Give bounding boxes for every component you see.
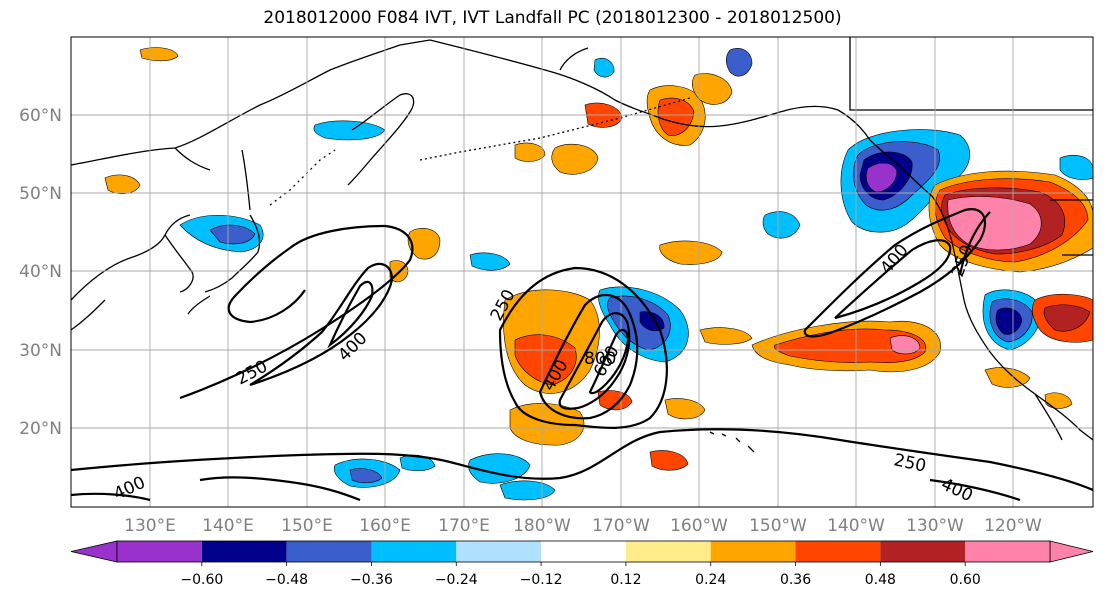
lon-label: 160°E	[359, 516, 411, 536]
lat-label: 60°N	[19, 106, 62, 126]
lon-label: 150°W	[749, 516, 807, 536]
colorbar-extend-left	[70, 540, 118, 563]
lon-label: 180°W	[513, 516, 571, 536]
lon-label: 160°W	[670, 516, 728, 536]
colorbar-tick-label: 0.36	[780, 572, 811, 588]
colorbar-tick-label: −0.36	[350, 572, 393, 588]
lon-label: 150°E	[281, 516, 333, 536]
map-background	[71, 37, 1093, 507]
colorbar-tick-label: −0.12	[520, 572, 563, 588]
lon-label: 170°W	[592, 516, 650, 536]
colorbar-tick-label: −0.60	[180, 572, 223, 588]
lon-label: 140°E	[202, 516, 254, 536]
contour-label: 800	[584, 349, 616, 369]
map-title: 2018012000 F084 IVT, IVT Landfall PC (20…	[263, 8, 842, 28]
colorbar-segment	[710, 541, 796, 562]
colorbar-segment	[286, 541, 372, 562]
colorbar-segment	[117, 541, 202, 562]
colorbar-tick-label: 0.60	[950, 572, 981, 588]
lat-label: 20°N	[19, 419, 62, 439]
latitude-labels: 60°N 50°N 40°N 30°N 20°N	[19, 106, 62, 439]
colorbar-segment	[456, 541, 542, 562]
colorbar: −0.60 −0.48 −0.36 −0.24 −0.12 0.12 0.24 0.36 0.4…	[70, 540, 1094, 588]
lat-label: 30°N	[19, 341, 62, 361]
colorbar-tick-label: 0.12	[610, 572, 641, 588]
lat-label: 50°N	[19, 184, 62, 204]
colorbar-segment	[880, 541, 966, 562]
ivt-contours	[71, 208, 1093, 502]
colorbar-segment	[541, 541, 626, 562]
longitude-labels: 130°E 140°E 150°E 160°E 170°E 180°W 170°…	[124, 516, 1042, 536]
lon-label: 130°E	[124, 516, 176, 536]
lon-label: 140°W	[827, 516, 885, 536]
colorbar-segment	[795, 541, 881, 562]
colorbar-tick-label: −0.24	[435, 572, 478, 588]
colorbar-segment	[201, 541, 287, 562]
colorbar-tick-label: 0.48	[865, 572, 896, 588]
lon-label: 120°W	[984, 516, 1042, 536]
coastlines	[71, 37, 1093, 453]
colorbar-frame	[116, 540, 1051, 563]
colorbar-extend-right	[1049, 540, 1094, 563]
lon-label: 170°E	[438, 516, 490, 536]
lat-label: 40°N	[19, 262, 62, 282]
colorbar-segment	[625, 541, 711, 562]
map-frame	[70, 36, 1094, 508]
colorbar-tick-label: 0.24	[695, 572, 726, 588]
colorbar-segment	[371, 541, 457, 562]
colorbar-tick-label: −0.48	[265, 572, 308, 588]
colorbar-segment	[965, 541, 1050, 562]
lon-label: 130°W	[906, 516, 964, 536]
